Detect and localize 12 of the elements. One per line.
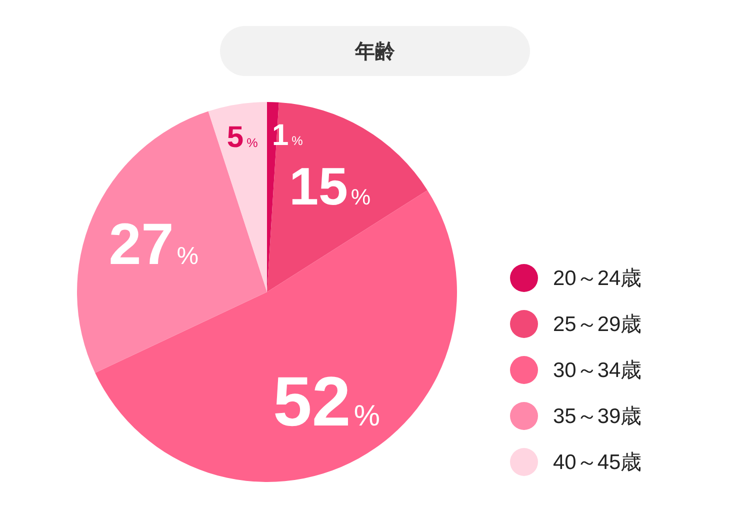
data-label: 15% [289,158,371,217]
data-label: 1% [272,119,303,152]
data-label: 52% [273,362,380,440]
data-label: 27% [108,212,199,277]
legend-label: 25～29歳 [553,313,642,336]
chart-title: 年齢 [354,41,396,63]
legend-label: 20～24歳 [553,267,642,290]
legend-label: 35～39歳 [553,405,642,428]
legend-label: 30～34歳 [553,359,642,382]
data-label: 5% [226,121,258,154]
title: 年齢 [220,26,530,76]
legend-label: 40～45歳 [553,451,642,474]
